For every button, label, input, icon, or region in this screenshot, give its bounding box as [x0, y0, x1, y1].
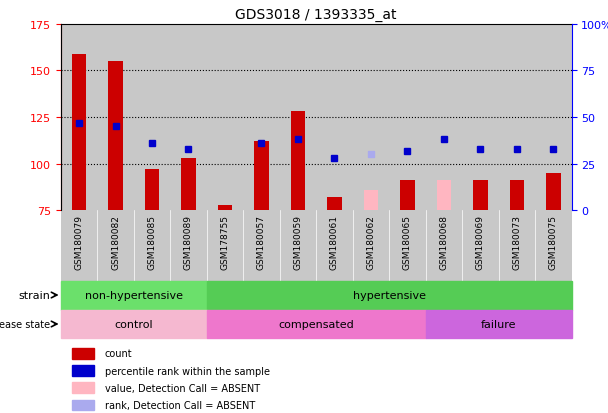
- Bar: [291, 112, 305, 211]
- Text: compensated: compensated: [278, 319, 354, 329]
- Text: GSM180082: GSM180082: [111, 214, 120, 269]
- Bar: [61, 25, 97, 211]
- Text: GSM180085: GSM180085: [148, 214, 156, 269]
- Bar: [72, 366, 94, 376]
- Text: strain: strain: [18, 290, 50, 300]
- Text: disease state: disease state: [0, 319, 50, 329]
- Bar: [61, 310, 207, 339]
- Bar: [389, 25, 426, 211]
- Bar: [170, 25, 207, 211]
- Text: GSM178755: GSM178755: [221, 214, 229, 269]
- Text: GSM180061: GSM180061: [330, 214, 339, 269]
- Text: count: count: [105, 349, 132, 358]
- Bar: [499, 25, 535, 211]
- Text: GSM180068: GSM180068: [440, 214, 448, 269]
- Bar: [400, 181, 415, 211]
- Bar: [473, 181, 488, 211]
- Bar: [280, 25, 316, 211]
- Bar: [546, 173, 561, 211]
- Bar: [97, 25, 134, 211]
- Text: GSM180057: GSM180057: [257, 214, 266, 269]
- Bar: [535, 25, 572, 211]
- Text: control: control: [114, 319, 153, 329]
- Text: GSM180075: GSM180075: [549, 214, 558, 269]
- Bar: [145, 170, 159, 211]
- Bar: [207, 310, 426, 339]
- Bar: [437, 181, 451, 211]
- Bar: [327, 198, 342, 211]
- Text: GSM180059: GSM180059: [294, 214, 302, 269]
- Text: GSM180073: GSM180073: [513, 214, 521, 269]
- Bar: [510, 181, 524, 211]
- Bar: [207, 281, 572, 310]
- Bar: [462, 25, 499, 211]
- Bar: [181, 159, 196, 211]
- Bar: [61, 281, 207, 310]
- Text: percentile rank within the sample: percentile rank within the sample: [105, 366, 269, 375]
- Bar: [316, 25, 353, 211]
- Text: non-hypertensive: non-hypertensive: [85, 290, 183, 300]
- Text: failure: failure: [481, 319, 516, 329]
- Bar: [134, 25, 170, 211]
- Bar: [72, 400, 94, 410]
- Bar: [353, 25, 389, 211]
- Bar: [108, 62, 123, 211]
- Text: GSM180089: GSM180089: [184, 214, 193, 269]
- Text: GSM180079: GSM180079: [75, 214, 83, 269]
- Bar: [426, 310, 572, 339]
- Bar: [72, 348, 94, 359]
- Text: GSM180062: GSM180062: [367, 214, 375, 269]
- Bar: [72, 55, 86, 211]
- Bar: [254, 142, 269, 211]
- Title: GDS3018 / 1393335_at: GDS3018 / 1393335_at: [235, 8, 397, 22]
- Text: hypertensive: hypertensive: [353, 290, 426, 300]
- Bar: [72, 382, 94, 393]
- Text: value, Detection Call = ABSENT: value, Detection Call = ABSENT: [105, 383, 260, 393]
- Bar: [243, 25, 280, 211]
- Text: rank, Detection Call = ABSENT: rank, Detection Call = ABSENT: [105, 400, 255, 410]
- Bar: [207, 25, 243, 211]
- Bar: [426, 25, 462, 211]
- Text: GSM180065: GSM180065: [403, 214, 412, 269]
- Bar: [218, 205, 232, 211]
- Bar: [364, 190, 378, 211]
- Text: GSM180069: GSM180069: [476, 214, 485, 269]
